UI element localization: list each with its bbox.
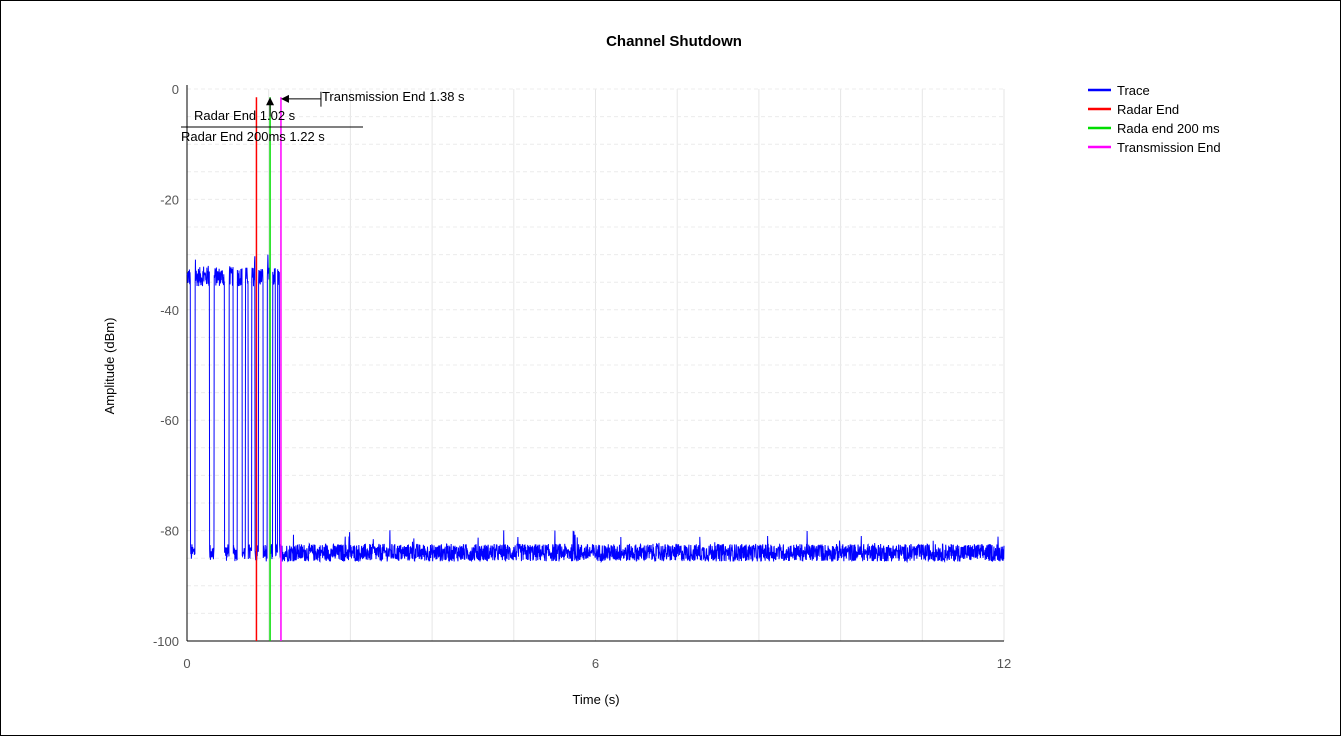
y-tick-label: -100 [153,634,179,649]
plot-area: 0 6 12 0 -20 -40 -60 -80 -100 Transmission End 1.… [153,82,1011,671]
y-tick-label: -80 [160,524,179,539]
x-tick-label: 6 [592,656,599,671]
x-axis-title: Time (s) [572,692,619,707]
y-tick-label: 0 [172,82,179,97]
legend-label: Trace [1117,83,1150,98]
annotation-radar-end: Radar End 1.02 s [194,108,296,123]
y-tick-label: -60 [160,413,179,428]
annotation-arrowhead [280,94,289,103]
trace-series-line [186,254,1005,564]
y-tick-label: -40 [160,303,179,318]
legend-label: Rada end 200 ms [1117,121,1220,136]
annotation-transmission-end: Transmission End 1.38 s [322,89,465,104]
annotation-arrowhead [266,97,275,106]
legend: Trace Radar End Rada end 200 ms Transmissio… [1088,83,1221,155]
y-tick-label: -20 [160,192,179,207]
x-tick-label: 12 [997,656,1011,671]
annotation-radar-end-200ms: Radar End 200ms 1.22 s [181,129,325,144]
chart-title: Channel Shutdown [606,33,742,50]
y-axis-title: Amplitude (dBm) [102,318,117,415]
legend-label: Radar End [1117,102,1179,117]
legend-label: Transmission End [1117,140,1221,155]
x-tick-label: 0 [183,656,190,671]
